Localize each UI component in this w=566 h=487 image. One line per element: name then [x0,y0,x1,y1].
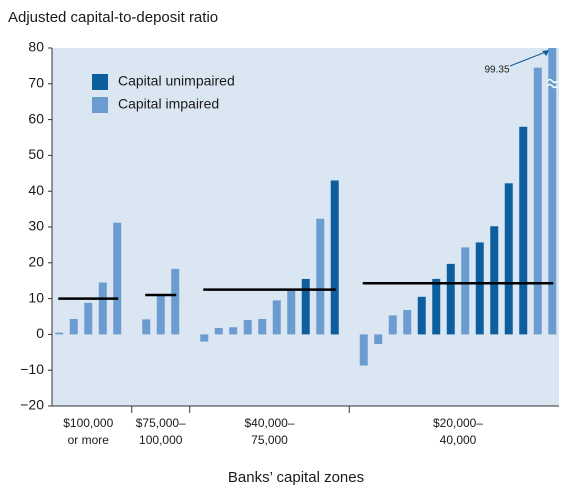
y-tick-label: 40 [28,182,44,198]
chart-title: Adjusted capital-to-deposit ratio [8,9,218,26]
y-tick-label: 60 [28,110,44,126]
legend-label: Capital unimpaired [118,73,235,89]
bar [301,278,310,335]
bar [490,226,499,335]
bar [214,327,223,335]
bar [156,295,165,335]
group-label: 100,000 [139,433,183,447]
y-tick-label: 80 [28,39,44,55]
bar [533,67,542,335]
bar [330,180,339,335]
group-label: $20,000– [433,416,483,430]
bar [548,48,557,335]
group-label: 75,000 [251,433,288,447]
bar [84,302,93,335]
bar [475,242,484,335]
bar [171,268,180,335]
bar [200,334,209,342]
y-tick-label: 10 [28,289,44,305]
bar [243,320,252,335]
bar [287,290,296,335]
bar [142,319,151,335]
bar [446,263,455,335]
annotation: 99.35 [484,65,509,76]
annotation-arrow [509,50,549,67]
bar [432,278,441,335]
y-tick-label: 70 [28,75,44,91]
plot-background [52,48,559,406]
group-label: $75,000– [136,416,186,430]
bars [55,48,557,366]
bar [374,334,383,345]
x-axis-label: Banks’ capital zones [228,469,364,486]
bar [229,327,238,335]
y-tick-label: 30 [28,218,44,234]
bar [388,315,397,335]
bar [258,319,267,335]
legend-label: Capital impaired [118,96,219,112]
y-tick-label: 20 [28,254,44,270]
axis-break [546,78,558,89]
bar [55,332,64,335]
y-tick-label: −10 [20,361,44,377]
bar [359,334,368,366]
group-label: 40,000 [440,433,477,447]
bar [519,126,528,335]
arrow-head [542,50,550,56]
bar [403,310,412,335]
bar [461,247,470,335]
group-label: $40,000– [244,416,294,430]
group-label: $100,000 [63,416,113,430]
legend-swatch [92,97,108,113]
y-tick-label: −20 [20,397,44,413]
bar [316,218,325,335]
y-tick-label: 0 [36,325,44,341]
bar [113,222,122,335]
bar [417,296,426,335]
bar [504,183,513,335]
group-label: or more [68,433,110,447]
bar [69,319,78,335]
bar [272,300,281,335]
bar [98,282,107,335]
legend-swatch [92,74,108,90]
y-tick-label: 50 [28,146,44,162]
